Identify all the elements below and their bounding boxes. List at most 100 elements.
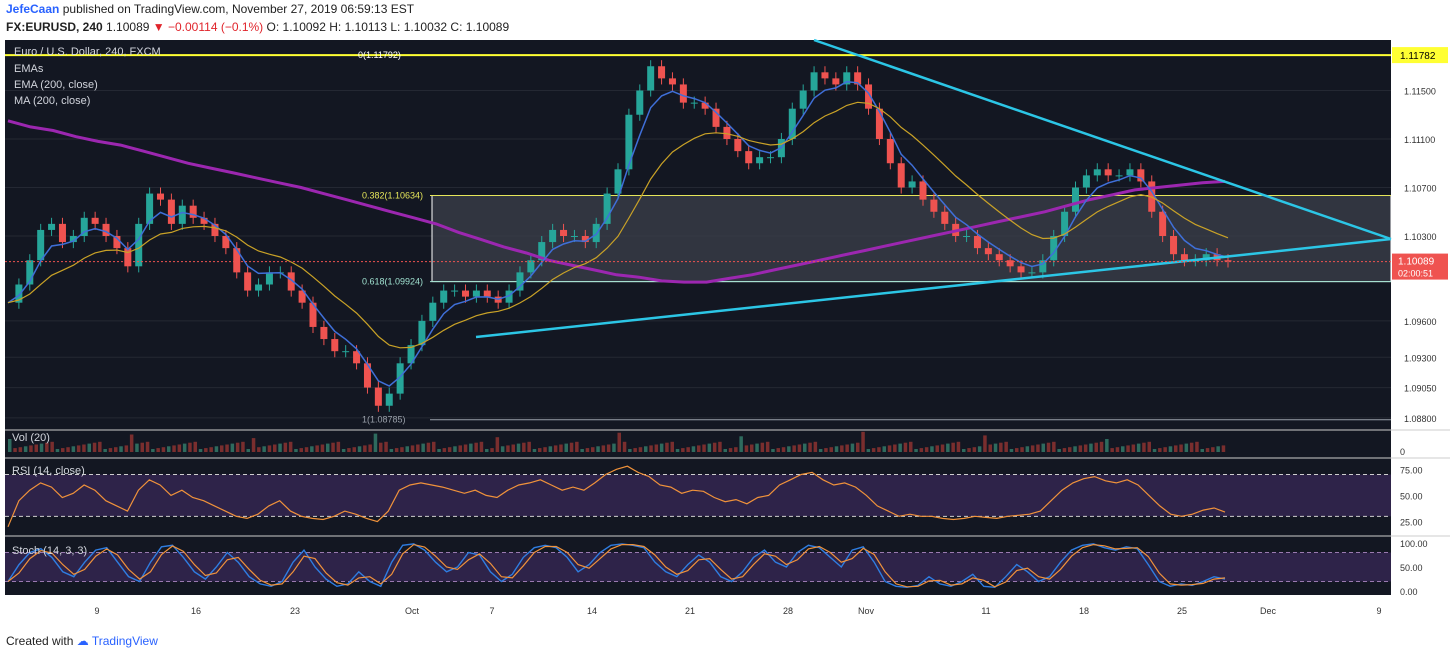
publish-header: JefeCaan published on TradingView.com, N… <box>6 2 414 16</box>
upper-trend-line <box>813 38 1392 241</box>
time-axis-tick: Nov <box>858 606 875 616</box>
volume-bar <box>866 449 871 452</box>
candle-body <box>1137 169 1145 182</box>
fib-level-label: 0.618(1.09924) <box>362 277 423 287</box>
volume-bar <box>553 445 558 452</box>
volume-bar <box>373 433 378 452</box>
candle-body <box>647 66 655 91</box>
stoch-axis-tick: 0.00 <box>1400 587 1418 597</box>
rsi-axis-tick: 50.00 <box>1400 491 1423 501</box>
volume-bar <box>707 443 712 452</box>
volume-bar <box>670 441 674 452</box>
volume-bar <box>13 448 17 452</box>
volume-bar <box>1078 445 1083 452</box>
volume-bar <box>1004 441 1008 452</box>
volume-bar <box>156 448 160 452</box>
volume-bar <box>379 442 383 452</box>
candle-body <box>690 102 698 104</box>
volume-bar <box>1105 439 1109 452</box>
volume-bar <box>750 444 754 452</box>
volume-bar <box>267 445 272 452</box>
volume-bar <box>893 444 897 452</box>
volume-bar <box>336 441 341 452</box>
volume-bar <box>612 443 616 452</box>
volume-bar <box>946 443 950 452</box>
volume-bar <box>1121 446 1125 452</box>
candle-body <box>189 205 197 218</box>
stoch-axis-tick: 50.00 <box>1400 563 1423 573</box>
volume-bar <box>1099 441 1104 452</box>
time-axis-tick: 9 <box>94 606 99 616</box>
candle-body <box>636 90 644 115</box>
candle-body <box>679 84 687 103</box>
volume-bar <box>1200 449 1204 452</box>
legend-title: Euro / U.S. Dollar, 240, FXCM <box>14 46 161 58</box>
volume-bar <box>919 448 924 452</box>
time-axis-tick: 16 <box>191 606 201 616</box>
price-axis-tick: 1.10300 <box>1404 232 1437 242</box>
candle-body <box>908 181 916 188</box>
candle-body <box>102 223 110 236</box>
volume-bar <box>394 448 399 452</box>
volume-bar <box>76 445 81 452</box>
volume-bar <box>591 447 595 452</box>
bar-countdown: 02:00:51 <box>1398 269 1433 279</box>
volume-bar <box>633 448 637 452</box>
volume-bar <box>1062 448 1067 452</box>
candle-body <box>1050 236 1058 261</box>
candle-body <box>1028 272 1036 274</box>
volume-bar <box>882 446 886 452</box>
volume-bar <box>877 447 881 452</box>
candle-body <box>1170 236 1178 255</box>
candle-body <box>538 242 546 261</box>
volume-bar <box>988 444 992 452</box>
volume-bar <box>792 445 796 452</box>
legend-emas: EMAs <box>14 63 44 75</box>
volume-bar <box>182 443 187 452</box>
candle-body <box>549 229 557 243</box>
candle-body <box>897 163 905 188</box>
volume-bar <box>697 445 701 452</box>
tradingview-link[interactable]: TradingView <box>91 634 158 648</box>
time-axis-tick: 7 <box>489 606 494 616</box>
volume-bar <box>575 441 579 452</box>
candle-body <box>396 363 404 394</box>
volume-bar <box>559 444 563 452</box>
candle-body <box>527 260 535 273</box>
candle-body <box>886 139 894 164</box>
volume-bar <box>861 431 865 452</box>
volume-bar <box>776 448 780 452</box>
volume-bar <box>1068 447 1072 452</box>
candle-body <box>483 290 491 297</box>
volume-bar <box>485 449 489 452</box>
volume-bar <box>304 447 309 452</box>
volume-bar <box>416 444 420 452</box>
volume-bar <box>172 445 176 452</box>
volume-bar <box>596 446 600 452</box>
footer-created-with: Created with <box>6 634 74 648</box>
volume-bar <box>1158 448 1162 452</box>
volume-bar <box>1189 442 1194 452</box>
volume-bar <box>771 449 775 452</box>
candle-body <box>233 248 241 273</box>
price-axis-tick: 1.08800 <box>1404 414 1437 424</box>
volume-bar <box>1168 446 1173 452</box>
candle-body <box>1126 169 1134 176</box>
volume-bar <box>315 445 319 452</box>
time-axis-tick: 18 <box>1079 606 1089 616</box>
author-link[interactable]: JefeCaan <box>6 2 60 16</box>
volume-bar <box>432 441 436 452</box>
stoch-axis-tick: 100.00 <box>1400 539 1428 549</box>
candle-body <box>146 193 154 224</box>
volume-bar <box>103 449 107 452</box>
candle-body <box>1224 260 1232 262</box>
candle-body <box>353 351 361 364</box>
volume-bar <box>39 443 44 452</box>
volume-bar <box>463 444 468 452</box>
volume-bar <box>447 447 452 452</box>
volume-bar <box>331 442 335 452</box>
volume-bar <box>659 443 664 452</box>
volume-bar <box>352 447 356 452</box>
time-axis-tick: 28 <box>783 606 793 616</box>
